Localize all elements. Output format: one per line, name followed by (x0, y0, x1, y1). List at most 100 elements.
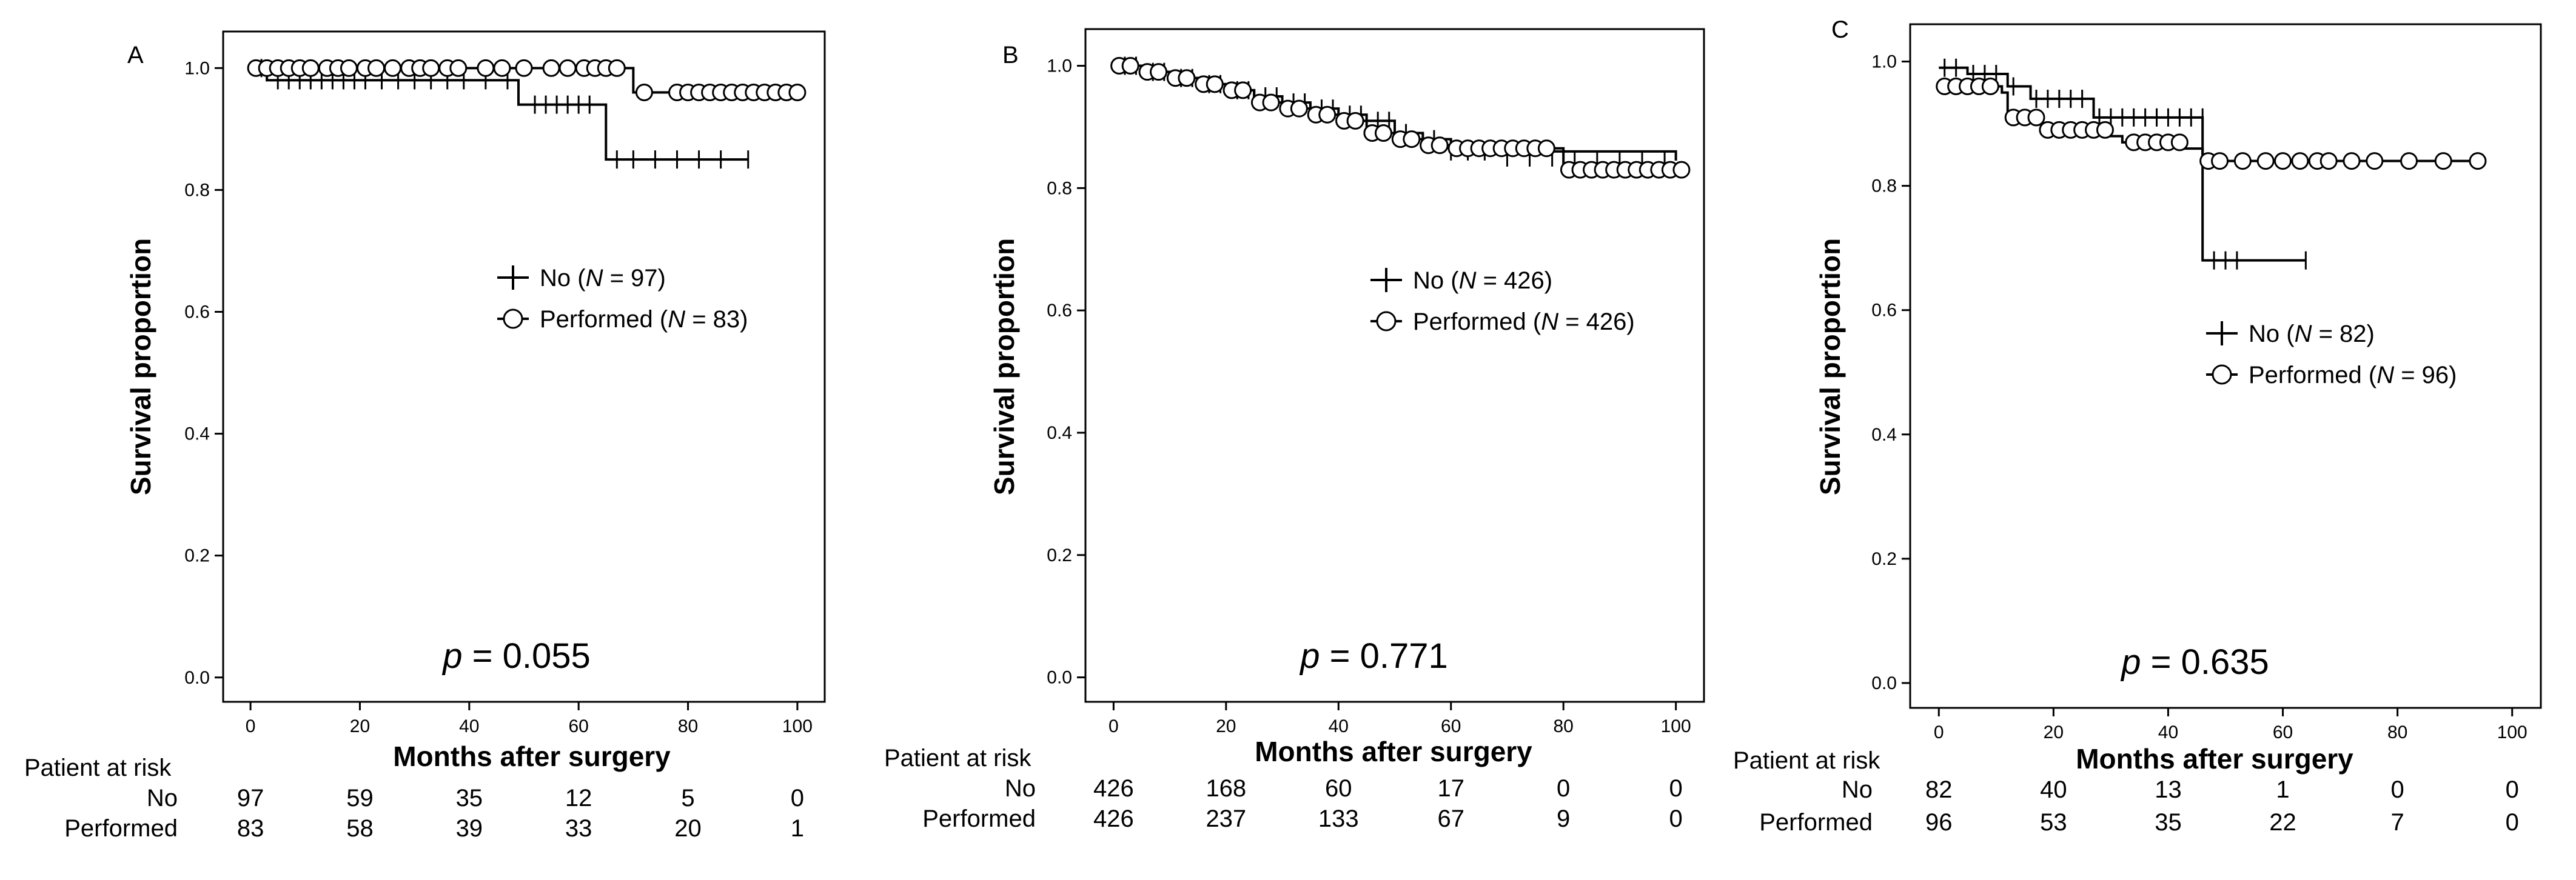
censor-mark-circle (367, 59, 386, 77)
legend-n-symbol: N (668, 306, 685, 333)
risk-value: 20 (674, 815, 702, 842)
legend-circle-symbol (2212, 364, 2232, 385)
legend-circle-symbol (1376, 311, 1397, 332)
legend-n-symbol: N (2295, 321, 2312, 347)
risk-value: 60 (1325, 775, 1352, 802)
legend-paren: ( (571, 265, 586, 292)
censor-mark-circle (301, 59, 320, 77)
censor-mark-circle (2274, 152, 2292, 170)
x-tick-label: 100 (2497, 722, 2527, 742)
risk-value: 0 (2506, 809, 2519, 836)
risk-value: 67 (1437, 805, 1464, 832)
risk-value: 0 (1669, 805, 1683, 832)
censor-mark-circle (2170, 133, 2189, 152)
y-tick-label: 0.2 (1047, 545, 1072, 565)
y-tick-label: 0.8 (184, 180, 210, 200)
legend-n-symbol: N (1459, 267, 1477, 294)
y-tick-label: 0.8 (1047, 178, 1072, 198)
censor-mark-circle (2096, 121, 2114, 139)
risk-value: 426 (1093, 805, 1134, 832)
censor-mark-circle (2469, 152, 2487, 170)
x-tick-label: 80 (1553, 716, 1573, 736)
censor-mark-circle (515, 59, 533, 77)
censor-mark-circle (1346, 112, 1364, 130)
x-tick-label: 60 (2273, 722, 2293, 742)
y-tick-label: 0.2 (1871, 549, 1897, 569)
legend-n-symbol: N (1541, 308, 1558, 335)
legend-label-performed: Performed (N = 426) (1413, 308, 1635, 335)
legend-series-name: No (1413, 267, 1444, 294)
p-symbol: p (2120, 642, 2141, 682)
y-axis-title: Survival proportion (125, 238, 156, 495)
y-tick-label: 0.8 (1871, 176, 1897, 196)
y-tick-label: 0.2 (184, 546, 210, 566)
legend-n-value: = 426) (1476, 267, 1552, 294)
censor-mark-circle (422, 59, 440, 77)
risk-row-label: No (1005, 775, 1036, 802)
risk-value: 35 (2155, 809, 2182, 836)
legend-n-value: = 82) (2312, 321, 2374, 347)
risk-value: 17 (1437, 775, 1464, 802)
risk-value: 83 (237, 815, 264, 842)
p-symbol: p (441, 636, 462, 676)
legend-label-no: No (N = 97) (540, 265, 666, 292)
legend-series-name: Performed (1413, 308, 1526, 335)
censor-mark-circle (1374, 124, 1392, 142)
legend-series-name: No (540, 265, 571, 292)
y-tick-label: 0.0 (184, 668, 210, 688)
x-axis-title: Months after surgery (393, 741, 671, 772)
censor-mark-circle (2343, 152, 2361, 170)
legend-label-performed: Performed (N = 96) (2249, 362, 2457, 388)
censor-mark-circle (1262, 93, 1280, 112)
censor-mark-circle (493, 59, 511, 77)
km-step-line-no (1939, 66, 2306, 262)
plot-frame (1909, 23, 2542, 709)
censor-mark-circle (1672, 161, 1691, 179)
risk-value: 0 (1669, 775, 1683, 802)
p-value-number: = 0.771 (1320, 636, 1448, 676)
p-value: p = 0.771 (1299, 636, 1448, 676)
legend: No (N = 426)Performed (N = 426) (1370, 267, 1635, 335)
censor-mark-circle (635, 84, 653, 102)
x-tick-label: 100 (782, 716, 813, 736)
risk-value: 0 (2506, 776, 2519, 803)
censor-mark-circle (2291, 152, 2309, 170)
x-tick-label: 80 (2387, 722, 2407, 742)
x-tick-label: 0 (246, 716, 256, 736)
risk-row-label: No (147, 785, 178, 812)
series-performed (1936, 78, 2487, 170)
p-symbol: p (1299, 636, 1320, 676)
legend-paren: ( (653, 306, 668, 333)
risk-value: 0 (2391, 776, 2404, 803)
censor-mark-circle (477, 59, 495, 77)
legend-paren: ( (1526, 308, 1541, 335)
p-value-number: = 0.055 (463, 636, 591, 676)
y-tick-label: 1.0 (1871, 52, 1897, 72)
series-no (1939, 58, 2307, 270)
censor-mark-circle (1403, 130, 1421, 148)
y-tick-label: 0.0 (1871, 673, 1897, 693)
x-tick-label: 20 (1216, 716, 1236, 736)
risk-value: 0 (791, 785, 804, 812)
legend-series-name: Performed (540, 306, 653, 333)
censor-mark-circle (2366, 152, 2384, 170)
risk-value: 35 (456, 785, 483, 812)
legend-n-symbol: N (586, 265, 603, 292)
series-performed (1110, 57, 1691, 179)
risk-value: 39 (456, 815, 483, 842)
censor-mark-circle (2434, 152, 2452, 170)
y-axis-title: Survival proportion (1814, 238, 1846, 495)
x-tick-label: 100 (1661, 716, 1691, 736)
censor-mark-circle (1206, 75, 1224, 93)
y-tick-label: 0.4 (184, 424, 210, 444)
risk-value: 59 (346, 785, 374, 812)
risk-value: 133 (1318, 805, 1359, 832)
x-tick-label: 0 (1109, 716, 1119, 736)
risk-row-label: Performed (922, 805, 1036, 832)
x-tick-label: 40 (459, 716, 479, 736)
risk-value: 13 (2155, 776, 2182, 803)
risk-value: 168 (1206, 775, 1246, 802)
p-value: p = 0.055 (441, 636, 591, 676)
risk-table-header: Patient at risk (884, 745, 1031, 772)
